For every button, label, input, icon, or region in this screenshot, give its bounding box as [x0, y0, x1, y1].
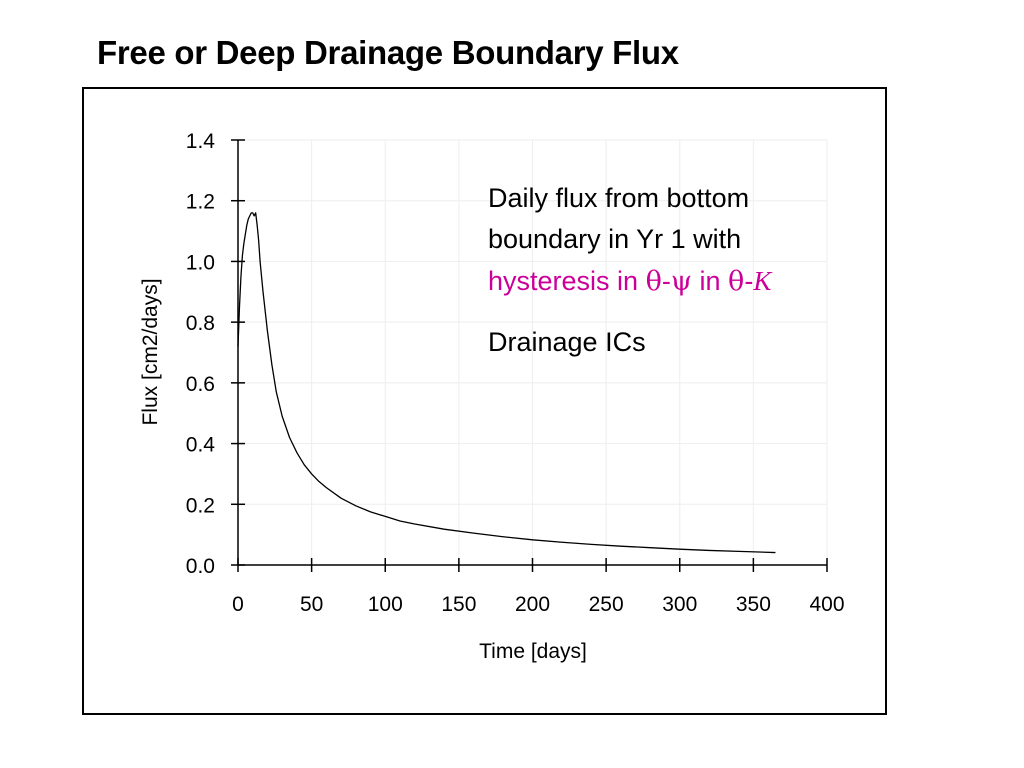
- y-tick-label: 0.6: [186, 373, 215, 396]
- annotation-hysteresis-prefix: hysteresis in: [488, 266, 646, 296]
- annotation-line-4: Drainage ICs: [488, 327, 646, 357]
- dash-symbol: -: [662, 266, 671, 296]
- y-axis-title: Flux [cm2/days]: [139, 278, 162, 425]
- x-tick-label: 350: [736, 593, 771, 616]
- y-tick-label: 0.8: [186, 312, 215, 335]
- series-layer: [237, 212, 776, 554]
- x-tick-label: 250: [589, 593, 624, 616]
- x-axis-title: Time [days]: [479, 640, 587, 663]
- annotation-line-1: Daily flux from bottom: [488, 183, 749, 213]
- y-tick-label: 0.2: [186, 494, 215, 517]
- x-tick-label: 50: [300, 593, 323, 616]
- psi-symbol: ψ: [671, 266, 692, 297]
- x-tick-label: 0: [232, 593, 244, 616]
- dash-symbol-2: -: [744, 266, 753, 296]
- annotation-in-text: in: [692, 266, 728, 296]
- k-symbol: K: [752, 266, 773, 296]
- ticks: 0 50 100 150 200 250 300 350 400 0.0 0.2 0.4 0.6 0.8 1…: [186, 130, 845, 616]
- y-tick-label: 1.2: [186, 191, 215, 214]
- annotation-line-3: hysteresis in θ-ψ in θ-K: [488, 266, 773, 297]
- y-tick-label: 1.0: [186, 251, 215, 274]
- x-tick-label: 150: [441, 593, 476, 616]
- annotation-line-2: boundary in Yr 1 with: [488, 224, 741, 254]
- x-tick-label: 200: [515, 593, 550, 616]
- y-tick-label: 0.0: [186, 555, 215, 578]
- x-tick-label: 100: [368, 593, 403, 616]
- flux-series-line: [237, 212, 776, 554]
- x-tick-label: 300: [662, 593, 697, 616]
- slide-title: Free or Deep Drainage Boundary Flux: [97, 34, 679, 71]
- y-tick-label: 1.4: [186, 130, 216, 153]
- theta-symbol: θ: [646, 266, 662, 297]
- chart-frame: [82, 87, 887, 715]
- y-tick-label: 0.4: [186, 434, 216, 457]
- theta-symbol-2: θ: [728, 266, 744, 297]
- x-tick-label: 400: [809, 593, 844, 616]
- annotation: Daily flux from bottom boundary in Yr 1 …: [488, 183, 773, 357]
